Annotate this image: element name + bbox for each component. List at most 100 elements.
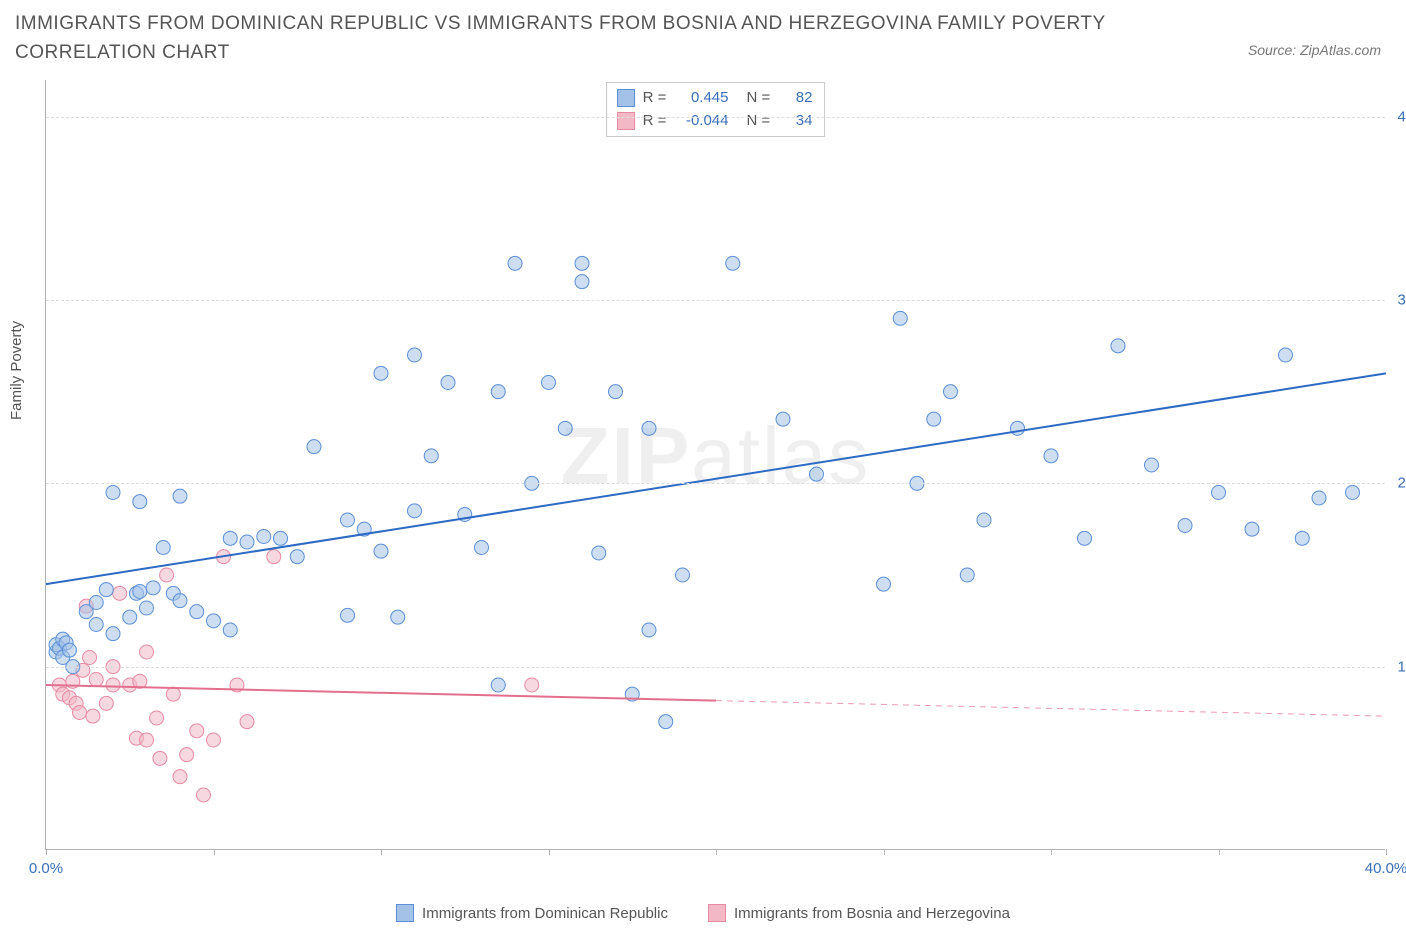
scatter-point <box>150 711 164 725</box>
scatter-point <box>491 385 505 399</box>
scatter-point <box>1044 449 1058 463</box>
bottom-legend-item-2: Immigrants from Bosnia and Herzegovina <box>708 904 1010 922</box>
scatter-point <box>441 376 455 390</box>
scatter-point <box>99 583 113 597</box>
x-tick-label: 0.0% <box>29 860 63 877</box>
scatter-point <box>726 256 740 270</box>
scatter-point <box>592 546 606 560</box>
scatter-point <box>166 687 180 701</box>
scatter-point <box>676 568 690 582</box>
scatter-point <box>927 412 941 426</box>
scatter-point <box>1011 421 1025 435</box>
scatter-point <box>207 614 221 628</box>
scatter-point <box>223 531 237 545</box>
scatter-point <box>1212 486 1226 500</box>
scatter-point <box>99 696 113 710</box>
x-tick <box>1219 849 1220 855</box>
scatter-point <box>156 541 170 555</box>
scatter-point <box>86 709 100 723</box>
y-tick-label: 20.0% <box>1397 475 1406 492</box>
scatter-point <box>190 724 204 738</box>
x-tick <box>214 849 215 855</box>
scatter-point <box>542 376 556 390</box>
scatter-point <box>89 618 103 632</box>
scatter-point <box>73 706 87 720</box>
scatter-point <box>609 385 623 399</box>
y-axis-label: Family Poverty <box>8 321 25 420</box>
x-tick <box>716 849 717 855</box>
scatter-point <box>374 544 388 558</box>
scatter-point <box>180 748 194 762</box>
scatter-point <box>1295 531 1309 545</box>
scatter-point <box>1312 491 1326 505</box>
scatter-point <box>190 605 204 619</box>
y-tick-label: 40.0% <box>1397 108 1406 125</box>
scatter-point <box>106 627 120 641</box>
scatter-point <box>196 788 210 802</box>
bottom-swatch-2 <box>708 904 726 922</box>
scatter-point <box>290 550 304 564</box>
scatter-point <box>408 348 422 362</box>
x-tick-label: 40.0% <box>1365 860 1406 877</box>
scatter-point <box>776 412 790 426</box>
chart-plot-area: ZIPatlas R = 0.445 N = 82 R = -0.044 N =… <box>45 80 1385 850</box>
scatter-point <box>257 530 271 544</box>
scatter-point <box>89 596 103 610</box>
scatter-point <box>1346 486 1360 500</box>
trend-line-solid <box>46 685 716 701</box>
scatter-point <box>642 623 656 637</box>
scatter-point <box>106 678 120 692</box>
scatter-point <box>341 608 355 622</box>
bottom-swatch-1 <box>396 904 414 922</box>
bottom-legend-label-1: Immigrants from Dominican Republic <box>422 905 668 922</box>
scatter-point <box>960 568 974 582</box>
scatter-point <box>877 577 891 591</box>
scatter-point <box>140 601 154 615</box>
scatter-point <box>140 733 154 747</box>
scatter-point <box>106 486 120 500</box>
scatter-point <box>83 651 97 665</box>
scatter-point <box>642 421 656 435</box>
scatter-point <box>575 275 589 289</box>
scatter-point <box>525 678 539 692</box>
scatter-point <box>1245 522 1259 536</box>
scatter-point <box>1078 531 1092 545</box>
x-tick <box>46 849 47 855</box>
scatter-point <box>659 715 673 729</box>
scatter-point <box>240 715 254 729</box>
scatter-point <box>123 610 137 624</box>
scatter-point <box>810 467 824 481</box>
scatter-point <box>977 513 991 527</box>
scatter-point <box>491 678 505 692</box>
scatter-point <box>267 550 281 564</box>
x-tick <box>1051 849 1052 855</box>
scatter-point <box>240 535 254 549</box>
trend-line-solid <box>46 373 1386 584</box>
x-tick <box>549 849 550 855</box>
scatter-point <box>113 586 127 600</box>
scatter-point <box>207 733 221 747</box>
bottom-legend: Immigrants from Dominican Republic Immig… <box>0 904 1406 922</box>
scatter-point <box>307 440 321 454</box>
gridline <box>46 483 1385 484</box>
bottom-legend-item-1: Immigrants from Dominican Republic <box>396 904 668 922</box>
scatter-plot-svg <box>46 80 1385 849</box>
scatter-point <box>133 585 147 599</box>
scatter-point <box>575 256 589 270</box>
scatter-point <box>173 770 187 784</box>
scatter-point <box>341 513 355 527</box>
scatter-point <box>1178 519 1192 533</box>
scatter-point <box>274 531 288 545</box>
gridline <box>46 300 1385 301</box>
gridline <box>46 667 1385 668</box>
scatter-point <box>374 366 388 380</box>
scatter-point <box>173 594 187 608</box>
scatter-point <box>408 504 422 518</box>
scatter-point <box>153 751 167 765</box>
y-tick-label: 30.0% <box>1397 292 1406 309</box>
scatter-point <box>133 495 147 509</box>
scatter-point <box>424 449 438 463</box>
chart-title: IMMIGRANTS FROM DOMINICAN REPUBLIC VS IM… <box>15 10 1115 67</box>
scatter-point <box>89 673 103 687</box>
scatter-point <box>62 643 76 657</box>
